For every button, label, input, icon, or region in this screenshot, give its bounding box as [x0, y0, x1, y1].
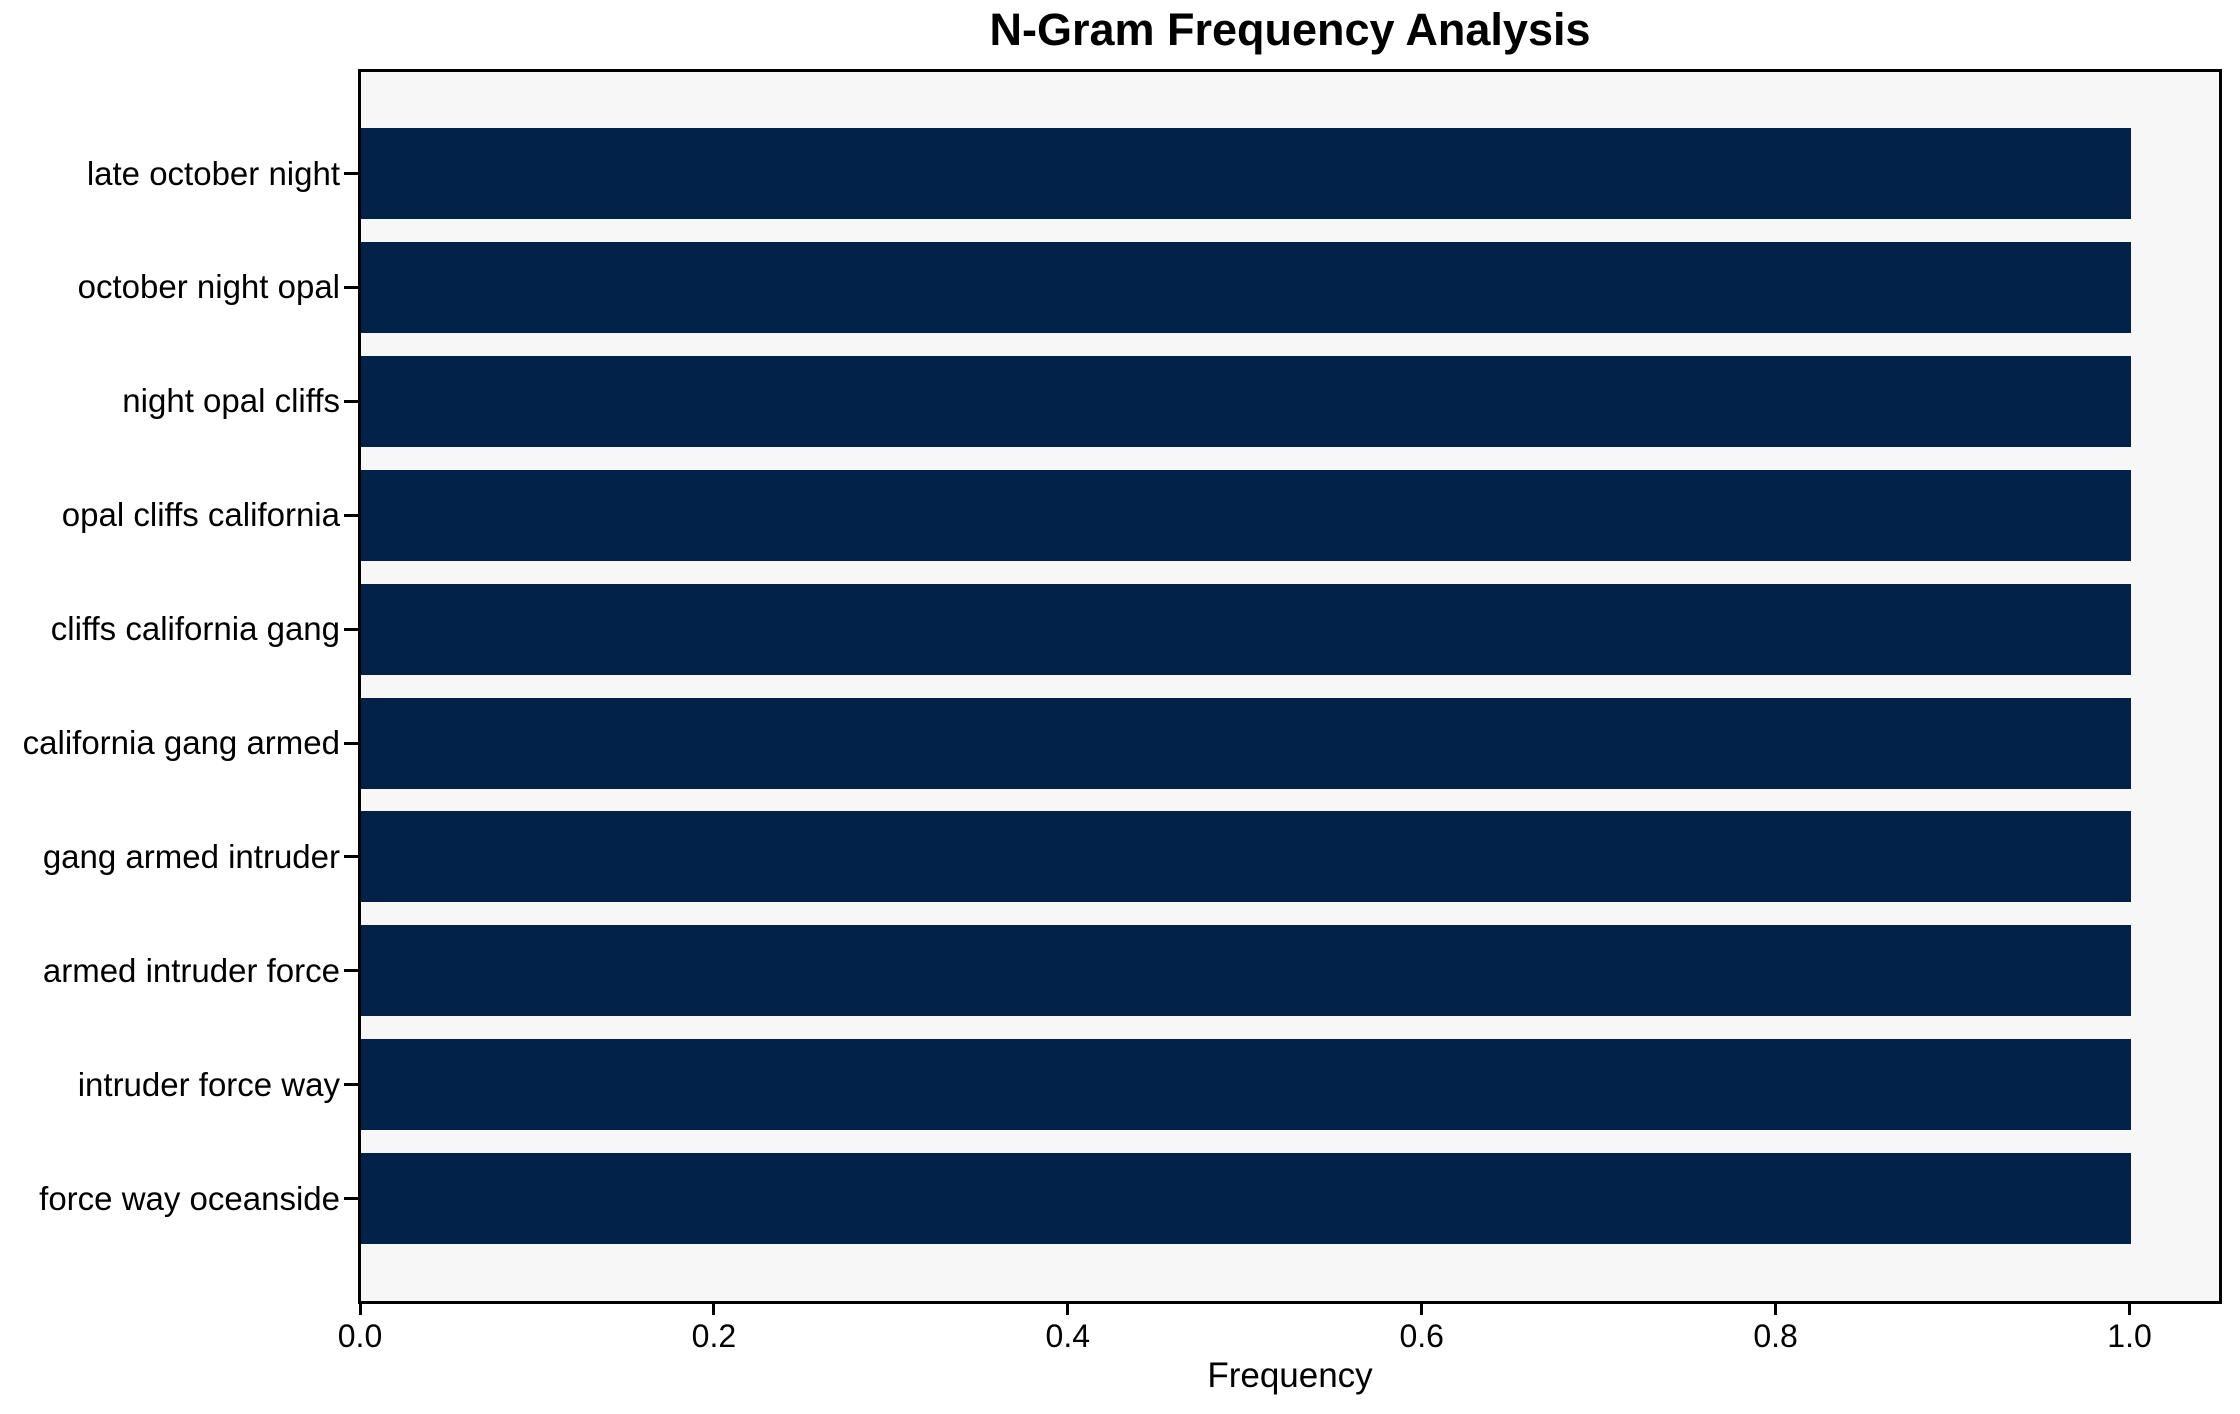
bar [361, 811, 2131, 903]
chart-title: N-Gram Frequency Analysis [989, 4, 1591, 55]
x-tick-mark [2128, 1304, 2132, 1315]
y-tick-label: california gang armed [22, 724, 340, 761]
y-tick-mark [344, 1197, 358, 1201]
x-tick-label: 0.8 [1753, 1318, 1798, 1354]
y-tick-mark [344, 285, 358, 289]
x-tick-label: 0.2 [691, 1318, 737, 1354]
y-tick-label: late october night [86, 154, 340, 192]
y-tick-label: night opal cliffs [122, 382, 340, 420]
y-tick-mark [344, 1083, 358, 1087]
x-axis-label: Frequency [1207, 1356, 1373, 1395]
bar [361, 469, 2131, 561]
bar [361, 583, 2131, 675]
bar [361, 1039, 2131, 1131]
y-tick-label: force way oceanside [39, 1179, 340, 1217]
bar [361, 128, 2131, 219]
x-tick-mark [1066, 1304, 1070, 1315]
bar [361, 925, 2131, 1017]
x-tick-mark [1774, 1304, 1778, 1315]
y-tick-mark [344, 741, 358, 745]
bar [361, 1153, 2131, 1245]
y-tick-label: gang armed intruder [42, 837, 340, 875]
y-tick-label: intruder force way [77, 1065, 340, 1103]
y-tick-mark [344, 172, 358, 175]
x-tick-label: 1.0 [2107, 1318, 2152, 1354]
x-tick-mark [1420, 1304, 1424, 1315]
bar [361, 697, 2131, 789]
y-tick-label: opal cliffs california [61, 496, 340, 534]
y-tick-label: october night opal [77, 268, 340, 306]
x-tick-label: 0.0 [337, 1318, 383, 1354]
y-tick-mark [344, 399, 358, 403]
y-tick-label: cliffs california gang [50, 610, 340, 648]
bar [361, 241, 2131, 333]
bar [361, 355, 2131, 447]
y-tick-label: armed intruder force [42, 951, 340, 989]
y-tick-mark [344, 627, 358, 631]
y-tick-mark [344, 513, 358, 517]
x-tick-label: 0.6 [1399, 1318, 1444, 1354]
x-tick-mark [358, 1304, 362, 1315]
plot-area [358, 69, 2222, 1304]
x-tick-mark [712, 1304, 716, 1315]
y-tick-mark [344, 969, 358, 973]
x-tick-label: 0.4 [1045, 1318, 1091, 1354]
y-tick-mark [344, 855, 358, 859]
